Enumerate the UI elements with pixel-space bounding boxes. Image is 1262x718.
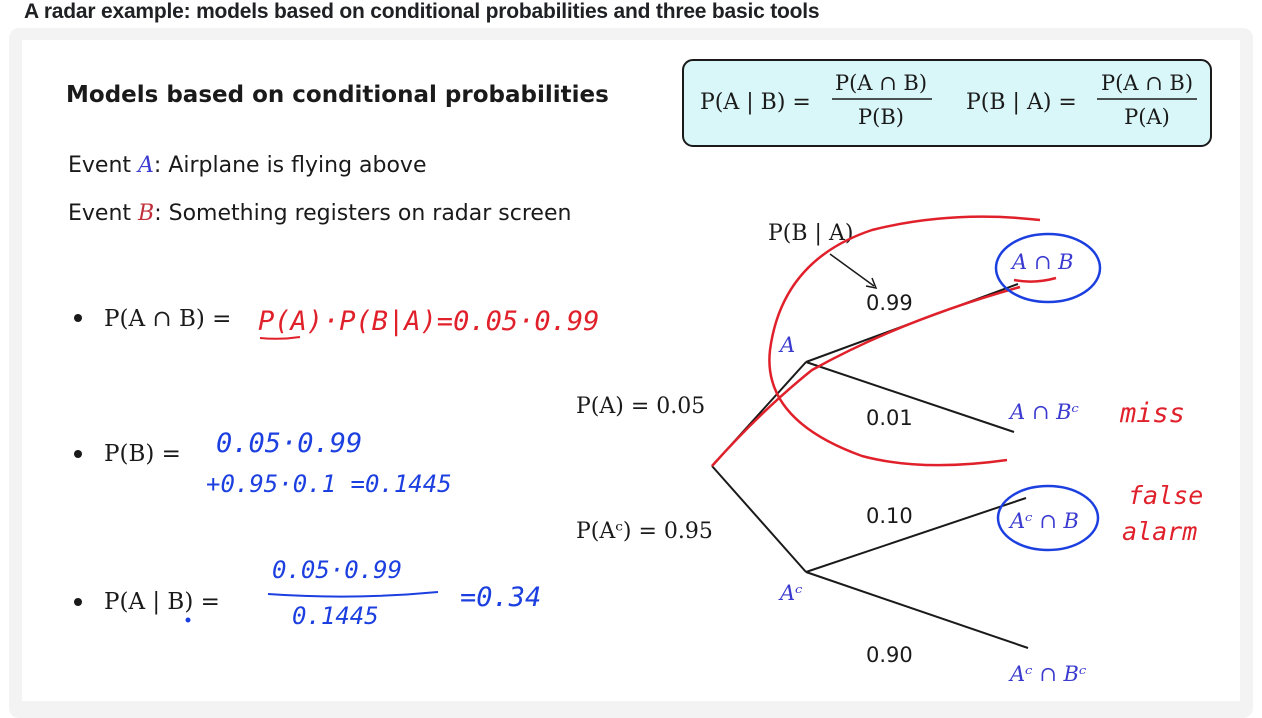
annotation-false: false [1128, 481, 1203, 510]
annotation-alarm: alarm [1122, 517, 1197, 546]
leaf-ac-and-b: Aᶜ ∩ B [1008, 509, 1079, 533]
bullet-dot-3 [74, 598, 82, 606]
tree-label-pac: P(Aᶜ) = 0.95 [576, 519, 713, 544]
bullet-3-hand-result: =0.34 [460, 582, 541, 613]
red-loop-stroke [768, 215, 1041, 467]
page-heading: A radar example: models based on conditi… [24, 0, 820, 23]
bullet-3-hand-numerator: 0.05·0.99 [272, 556, 402, 584]
event-a-line: Event A: Airplane is flying above [68, 153, 426, 178]
edge-label-001: 0.01 [866, 406, 913, 430]
event-a-var: A [136, 153, 154, 178]
leaf-a-and-b: A ∩ B [1010, 250, 1074, 274]
slide-canvas: Models based on conditional probabilitie… [66, 59, 1212, 686]
formula-box-frame [682, 59, 1212, 147]
tree-node-ac: Aᶜ [778, 581, 803, 605]
edge-label-010: 0.10 [866, 504, 913, 528]
bullet-3-printed: P(A | B) = [104, 589, 220, 615]
red-ink-strokes [711, 215, 1057, 467]
hand-fraction-bar [267, 591, 439, 598]
circle-leaf-ab [994, 232, 1102, 304]
tree-edge-a-bc [805, 361, 1015, 433]
annotation-miss: miss [1119, 398, 1185, 429]
tree-edge-root-ac [711, 465, 807, 573]
bullet-dot-1 [74, 314, 82, 322]
blue-ink-strokes [994, 232, 1102, 552]
event-b-prefix: Event [68, 201, 131, 226]
bullet-2-printed: P(B) = [104, 441, 181, 467]
formula-1-denominator: P(B) [858, 105, 904, 129]
event-a-text: : Airplane is flying above [154, 153, 427, 178]
section-title: Models based on conditional probabilitie… [66, 82, 609, 108]
tree-edge-ac-b [805, 497, 1027, 573]
bullet-2-hand-line2: +0.95·0.1 =0.1445 [206, 470, 452, 498]
bullet-2-hand-line1: 0.05·0.99 [216, 428, 362, 459]
underline-pa [259, 336, 301, 340]
circle-leaf-acb [996, 484, 1100, 552]
arrow-pba-shaft [829, 253, 875, 287]
tree-edge-ac-bc [805, 571, 1029, 649]
lecture-slide: Models based on conditional probabilitie… [22, 40, 1240, 701]
formula-1-numerator: P(A ∩ B) [835, 71, 927, 95]
arrow-pba-head [865, 277, 878, 290]
hand-dot [185, 617, 191, 623]
edge-label-090: 0.90 [866, 643, 913, 667]
event-b-text: : Something registers on radar screen [154, 201, 571, 226]
bullet-dot-2 [74, 450, 82, 458]
event-a-prefix: Event [68, 153, 131, 178]
edge-label-099: 0.99 [866, 291, 913, 315]
event-b-line: Event B: Something registers on radar sc… [68, 201, 571, 226]
bullet-1-handwritten: P(A)·P(B|A)=0.05·0.99 [258, 306, 599, 337]
bullet-1-printed: P(A ∩ B) = [104, 306, 231, 332]
red-path-a-to-ab [711, 285, 1021, 467]
event-b-var: B [137, 201, 154, 226]
formula-2-lhs: P(B | A) = [966, 90, 1077, 115]
formula-box: P(A | B) = P(A ∩ B) P(B) P(B | A) = P(A … [682, 59, 1212, 147]
leaf-ac-and-bc: Aᶜ ∩ Bᶜ [1008, 662, 1086, 686]
formula-2-numerator: P(A ∩ B) [1101, 71, 1193, 95]
leaf-a-and-bc: A ∩ Bᶜ [1008, 400, 1079, 424]
red-underline-ab [1013, 276, 1057, 283]
formula-1-lhs: P(A | B) = [700, 90, 811, 115]
arrow-pba [829, 253, 878, 290]
bullet-3-hand-denominator: 0.1445 [292, 602, 379, 630]
tree-node-a: A [778, 333, 795, 357]
tree-label-pba: P(B | A) [768, 221, 853, 246]
formula-2-denominator: P(A) [1124, 105, 1170, 129]
probability-tree [711, 283, 1029, 649]
tree-label-pa: P(A) = 0.05 [576, 394, 705, 419]
